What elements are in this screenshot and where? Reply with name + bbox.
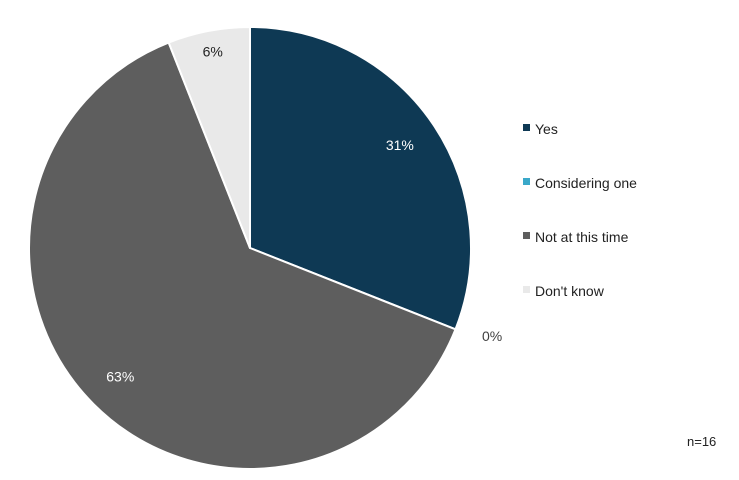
legend-swatch-not-at-this-time	[523, 232, 530, 240]
pie-slice-dont-know	[167, 26, 251, 249]
legend-swatch-considering-one	[523, 178, 530, 186]
data-label-dont-know: 6%	[203, 43, 223, 59]
legend-swatch-yes	[523, 124, 530, 132]
data-label-not-at-this-time: 63%	[106, 368, 134, 384]
legend-item-dont-know: Don't know	[523, 282, 637, 302]
data-label-yes: 31%	[386, 137, 414, 153]
data-label-considering-one: 0%	[482, 328, 502, 344]
legend-swatch-dont-know	[523, 286, 530, 294]
legend-label-dont-know: Don't know	[535, 282, 604, 299]
legend-item-not-at-this-time: Not at this time	[523, 228, 637, 248]
legend-label-considering-one: Considering one	[535, 174, 637, 191]
legend-item-considering-one: Considering one	[523, 174, 637, 194]
legend-label-yes: Yes	[535, 120, 558, 137]
pie-slice-not-at-this-time	[28, 41, 457, 470]
legend: Yes Considering one Not at this time Don…	[523, 120, 637, 336]
legend-label-not-at-this-time: Not at this time	[535, 228, 629, 245]
pie-slice-yes	[249, 26, 472, 331]
legend-item-yes: Yes	[523, 120, 637, 140]
sample-size-note: n=16	[687, 434, 717, 449]
